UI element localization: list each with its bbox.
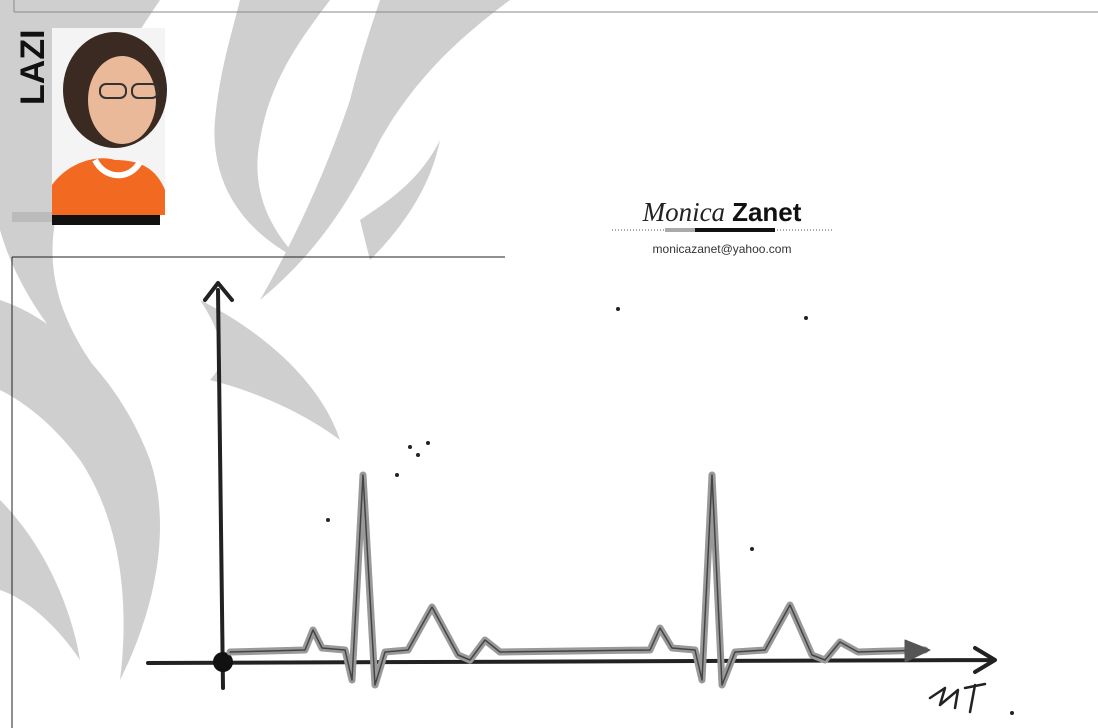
author-photo [52, 28, 167, 215]
accent-bar-black [52, 215, 160, 225]
dots [326, 307, 1014, 715]
name-rule-gray [665, 228, 695, 232]
author-name: Monica Zanet [642, 197, 802, 227]
side-label: LAZI [14, 29, 52, 105]
last-name: Zanet [732, 197, 802, 227]
accent-bar-gray [12, 212, 52, 222]
first-name: Monica [642, 197, 725, 227]
author-email: monicazanet@yahoo.com [653, 242, 792, 256]
name-rule-black [695, 228, 775, 232]
decorative-swirls [0, 0, 510, 680]
ecg-illustration [146, 281, 997, 714]
